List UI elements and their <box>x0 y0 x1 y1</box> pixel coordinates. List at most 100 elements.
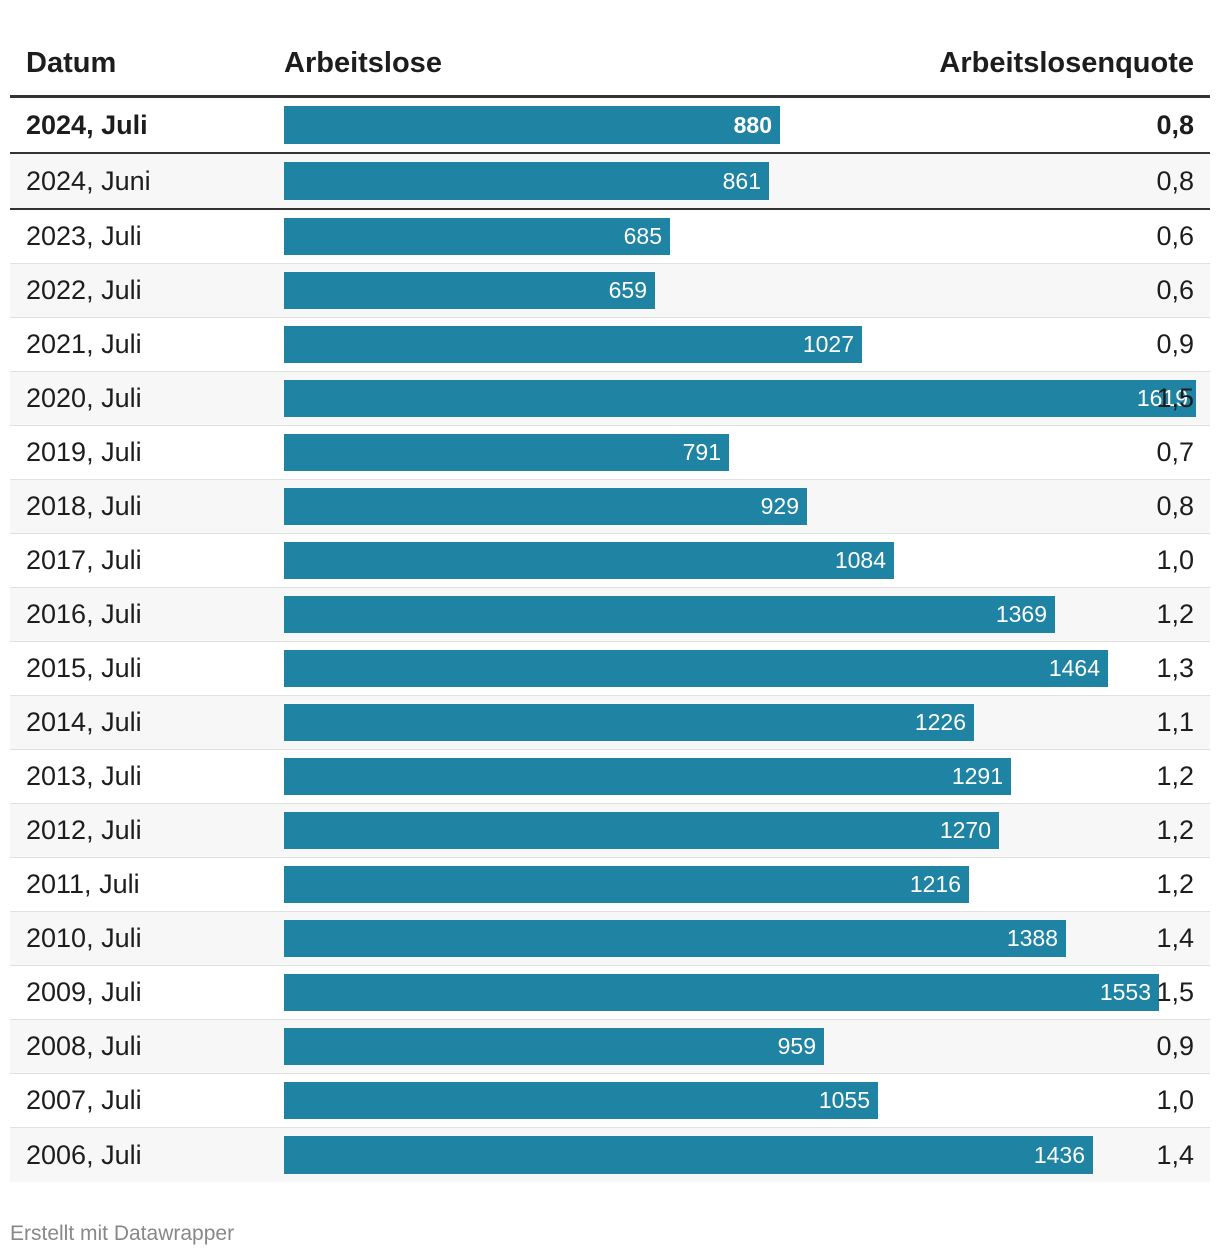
unemployed-bar: 685 <box>284 218 670 255</box>
bar-value-label: 1084 <box>834 547 886 573</box>
bar-value-label: 685 <box>623 223 662 249</box>
table-header: Datum Arbeitslose Arbeitslosenquote <box>10 20 1210 98</box>
date-cell: 2014, Juli <box>26 707 142 737</box>
rate-cell: 0,8 <box>1156 109 1194 140</box>
bar-value-label: 1226 <box>914 709 966 735</box>
table-row: 2011, Juli 1216 1,2 <box>10 858 1210 912</box>
bar-value-label: 1369 <box>995 601 1047 627</box>
table-row: 2015, Juli 1464 1,3 <box>10 642 1210 696</box>
bar-value-label: 1291 <box>951 763 1003 789</box>
table-row: 2009, Juli 1553 1,5 <box>10 966 1210 1020</box>
table-row: 2022, Juli 659 0,6 <box>10 264 1210 318</box>
rate-cell: 0,6 <box>1156 275 1194 305</box>
bar-value-label: 880 <box>733 111 772 138</box>
rate-cell: 1,3 <box>1156 653 1194 683</box>
table-row: 2020, Juli 1619 1,5 <box>10 372 1210 426</box>
table-row: 2024, Juli 880 0,8 <box>10 98 1210 154</box>
table-row: 2016, Juli 1369 1,2 <box>10 588 1210 642</box>
rate-cell: 1,2 <box>1156 599 1194 629</box>
table-row: 2012, Juli 1270 1,2 <box>10 804 1210 858</box>
unemployed-bar: 1369 <box>284 596 1055 633</box>
unemployed-bar: 1291 <box>284 758 1011 795</box>
bar-value-label: 1270 <box>939 817 991 843</box>
table-row: 2010, Juli 1388 1,4 <box>10 912 1210 966</box>
rate-cell: 0,9 <box>1156 329 1194 359</box>
date-cell: 2008, Juli <box>26 1031 142 1061</box>
date-cell: 2006, Juli <box>26 1139 142 1170</box>
bar-value-label: 1216 <box>909 871 961 897</box>
unemployed-bar: 1436 <box>284 1136 1093 1174</box>
unemployed-bar: 1388 <box>284 920 1066 957</box>
unemployed-bar: 1464 <box>284 650 1108 687</box>
date-cell: 2011, Juli <box>26 869 140 899</box>
unemployed-bar: 1270 <box>284 812 999 849</box>
rate-cell: 1,0 <box>1156 1085 1194 1115</box>
table-row: 2024, Juni 861 0,8 <box>10 154 1210 210</box>
date-cell: 2013, Juli <box>26 761 142 791</box>
rate-cell: 0,7 <box>1156 437 1194 467</box>
bar-value-label: 1619 <box>1136 385 1188 411</box>
rate-cell: 1,1 <box>1156 707 1194 737</box>
table-row: 2017, Juli 1084 1,0 <box>10 534 1210 588</box>
bar-value-label: 1553 <box>1099 979 1151 1005</box>
table-row: 2006, Juli 1436 1,4 <box>10 1128 1210 1182</box>
bar-value-label: 1464 <box>1048 655 1100 681</box>
date-cell: 2020, Juli <box>26 383 142 413</box>
column-header-rate: Arbeitslosenquote <box>939 47 1194 79</box>
unemployed-bar: 929 <box>284 488 807 525</box>
bar-value-label: 791 <box>682 439 721 465</box>
table-row: 2018, Juli 929 0,8 <box>10 480 1210 534</box>
date-cell: 2010, Juli <box>26 923 142 953</box>
rate-cell: 0,8 <box>1156 165 1194 196</box>
unemployed-bar: 861 <box>284 162 769 200</box>
bar-value-label: 659 <box>608 277 647 303</box>
rate-cell: 0,8 <box>1156 491 1194 521</box>
unemployed-bar: 1216 <box>284 866 969 903</box>
bar-value-label: 1027 <box>802 331 854 357</box>
rate-cell: 1,2 <box>1156 815 1194 845</box>
rate-cell: 1,2 <box>1156 869 1194 899</box>
date-cell: 2024, Juli <box>26 109 148 140</box>
rate-cell: 0,6 <box>1156 221 1194 251</box>
date-cell: 2007, Juli <box>26 1085 142 1115</box>
table-body: 2024, Juli 880 0,8 2024, Juni 861 0,8 2023, Ju… <box>10 98 1210 1182</box>
column-header-date: Datum <box>26 47 117 79</box>
table-row: 2019, Juli 791 0,7 <box>10 426 1210 480</box>
bar-value-label: 959 <box>777 1033 816 1059</box>
rate-cell: 1,2 <box>1156 761 1194 791</box>
date-cell: 2009, Juli <box>26 977 142 1007</box>
date-cell: 2017, Juli <box>26 545 142 575</box>
table-row: 2014, Juli 1226 1,1 <box>10 696 1210 750</box>
footer-credit: Erstellt mit Datawrapper <box>10 1222 235 1245</box>
rate-cell: 1,4 <box>1156 923 1194 953</box>
data-table: Datum Arbeitslose Arbeitslosenquote 2024… <box>10 20 1210 1182</box>
date-cell: 2015, Juli <box>26 653 142 683</box>
date-cell: 2021, Juli <box>26 329 142 359</box>
unemployed-bar: 1084 <box>284 542 894 579</box>
rate-cell: 1,5 <box>1156 383 1194 413</box>
bar-value-label: 861 <box>722 167 761 194</box>
table-row: 2008, Juli 959 0,9 <box>10 1020 1210 1074</box>
rate-cell: 1,4 <box>1156 1139 1194 1170</box>
unemployed-bar: 1055 <box>284 1082 878 1119</box>
unemployed-bar: 791 <box>284 434 729 471</box>
date-cell: 2024, Juni <box>26 165 151 196</box>
bar-value-label: 1055 <box>818 1087 870 1113</box>
date-cell: 2016, Juli <box>26 599 142 629</box>
date-cell: 2019, Juli <box>26 437 142 467</box>
unemployed-bar: 1619 <box>284 380 1196 417</box>
date-cell: 2012, Juli <box>26 815 142 845</box>
bar-value-label: 1436 <box>1033 1141 1085 1168</box>
bar-value-label: 1388 <box>1006 925 1058 951</box>
unemployed-bar: 1553 <box>284 974 1159 1011</box>
column-header-unemployed: Arbeitslose <box>284 47 442 79</box>
date-cell: 2018, Juli <box>26 491 142 521</box>
rate-cell: 0,9 <box>1156 1031 1194 1061</box>
unemployed-bar: 1226 <box>284 704 974 741</box>
unemployed-bar: 659 <box>284 272 655 309</box>
rate-cell: 1,5 <box>1156 977 1194 1007</box>
table-row: 2023, Juli 685 0,6 <box>10 210 1210 264</box>
bar-value-label: 929 <box>760 493 799 519</box>
unemployed-bar: 959 <box>284 1028 824 1065</box>
unemployed-bar: 1027 <box>284 326 862 363</box>
